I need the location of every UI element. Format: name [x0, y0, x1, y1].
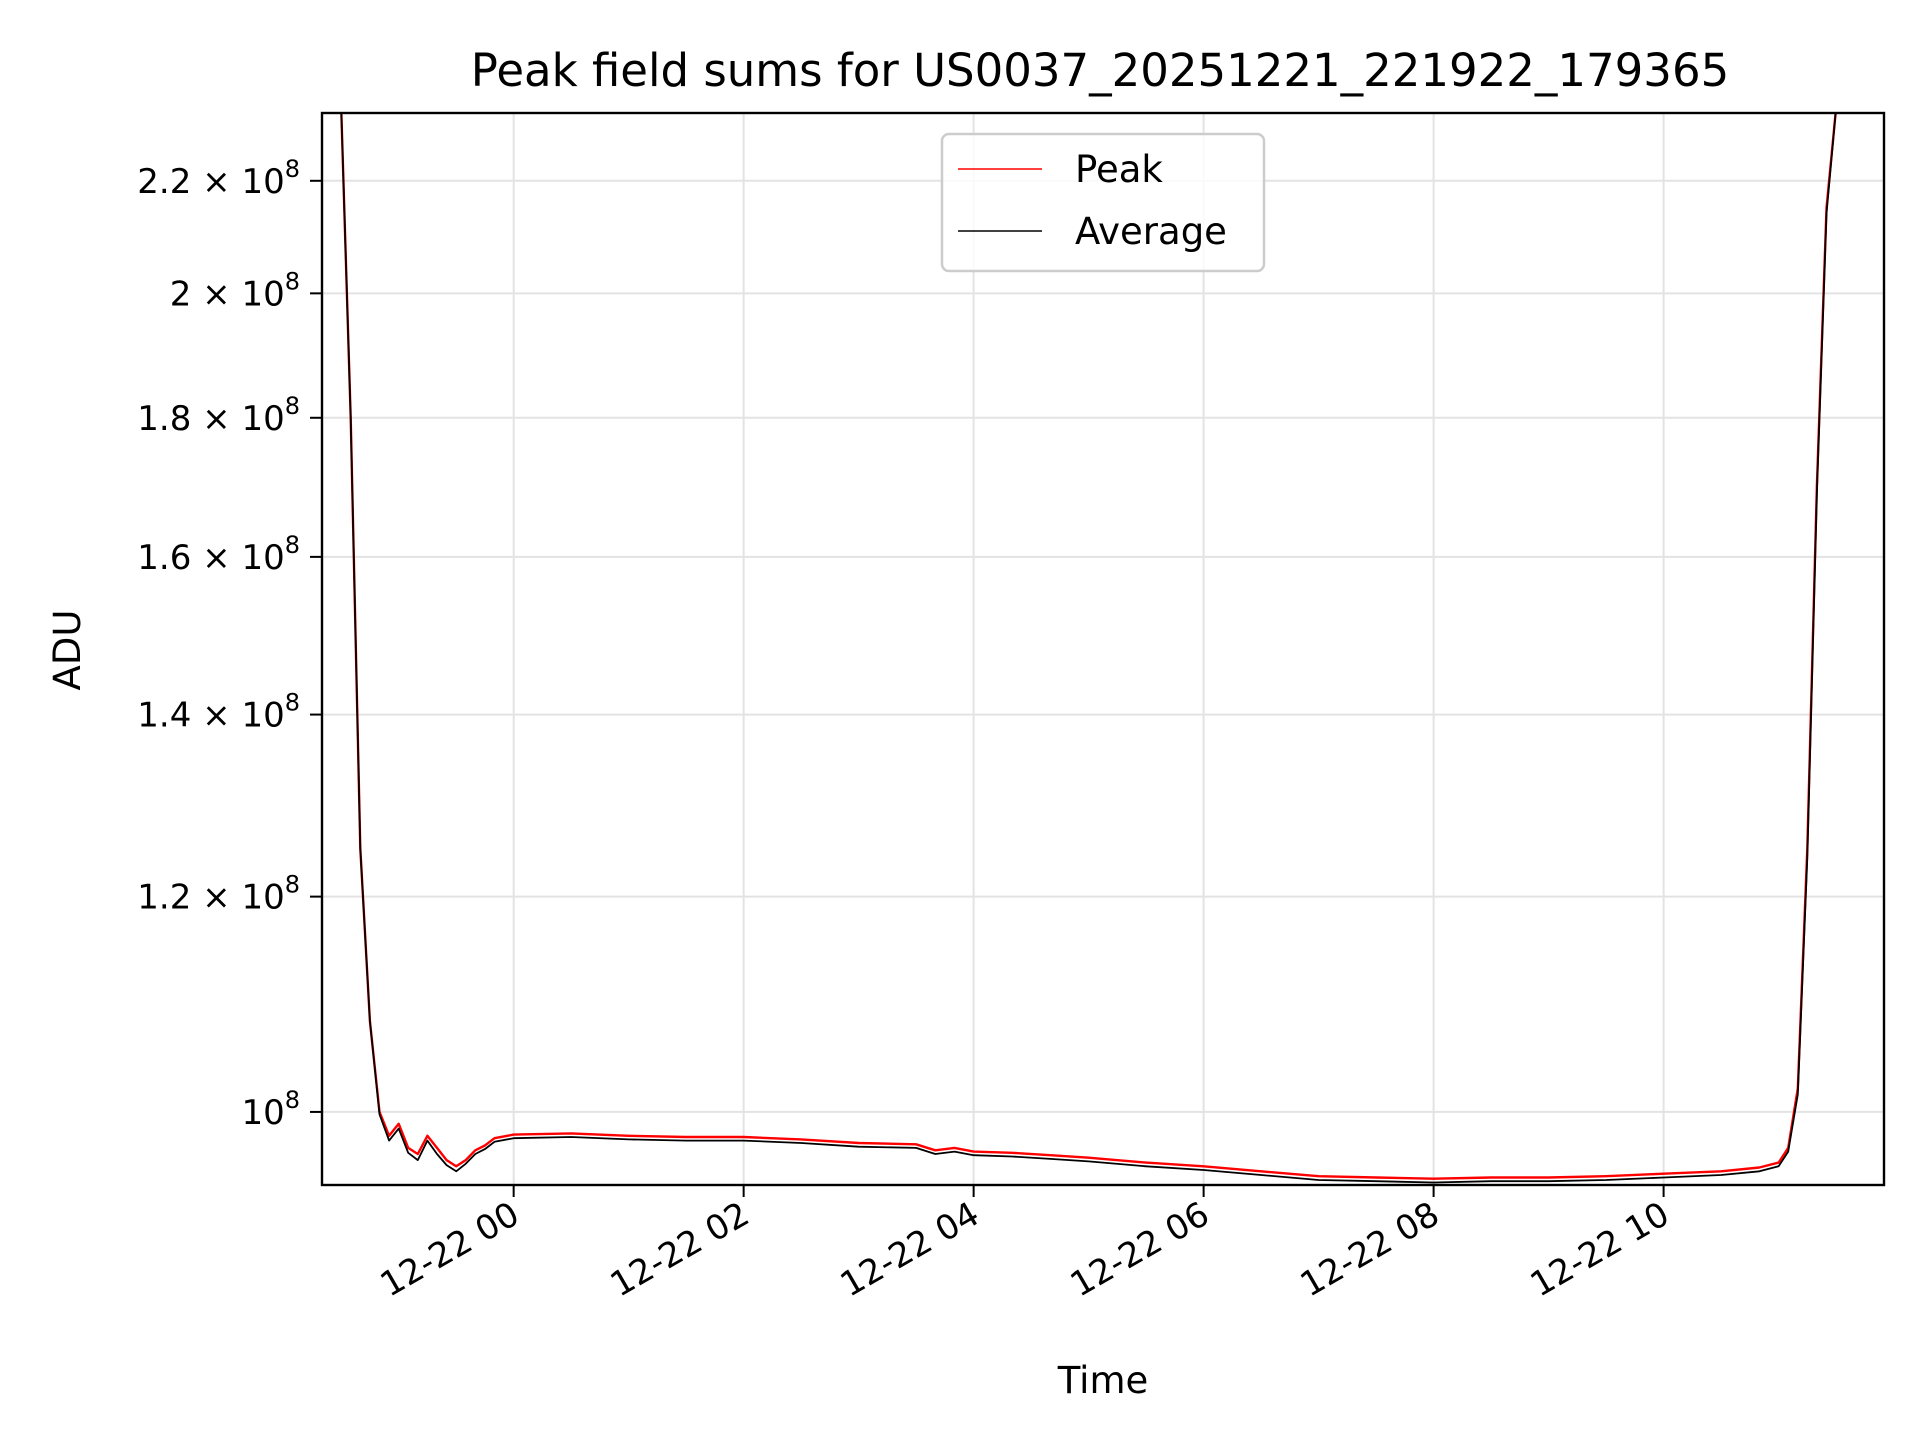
y-tick-label: 108 — [241, 1086, 300, 1133]
grid-lines — [322, 113, 1884, 1185]
legend: Peak Average — [940, 132, 1266, 273]
series-line-peak — [340, 113, 1837, 1180]
chart-title: Peak field sums for US0037_20251221_2219… — [471, 44, 1729, 97]
legend-peak-label: Peak — [1075, 148, 1163, 191]
x-tick-label: 12-22 00 — [374, 1194, 526, 1305]
x-tick-label: 12-22 08 — [1294, 1194, 1446, 1305]
y-tick-label: 2.2 × 108 — [137, 155, 300, 202]
y-tick-label: 1.6 × 108 — [137, 531, 300, 578]
y-axis-label: ADU — [46, 610, 89, 691]
x-axis-label: Time — [1057, 1359, 1149, 1402]
plot-frame — [320, 111, 1886, 1187]
x-tick-label: 12-22 04 — [834, 1194, 986, 1305]
x-tick-label: 12-22 10 — [1524, 1194, 1676, 1305]
y-tick-label: 1.8 × 108 — [137, 392, 300, 439]
x-tick-label: 12-22 02 — [604, 1194, 756, 1305]
y-axis-ticks: 108 1.2 × 108 1.4 × 108 1.6 × 108 1.8 × 108 2… — [137, 155, 322, 1133]
series-lines — [340, 113, 1837, 1184]
series-line-average — [340, 113, 1837, 1184]
y-tick-label: 2 × 108 — [170, 267, 300, 314]
y-tick-label: 1.4 × 108 — [137, 689, 300, 736]
y-tick-label: 1.2 × 108 — [137, 871, 300, 918]
legend-average-label: Average — [1075, 210, 1227, 253]
x-tick-label: 12-22 06 — [1064, 1194, 1216, 1305]
x-axis-ticks: 12-22 00 12-22 02 12-22 04 12-22 06 12-22 08… — [374, 1185, 1676, 1305]
